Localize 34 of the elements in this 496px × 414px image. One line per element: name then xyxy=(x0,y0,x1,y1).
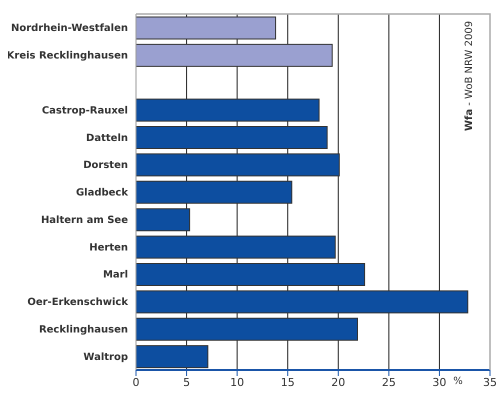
y-tick-label: Castrop-Rauxel xyxy=(42,105,128,116)
x-tick-label: 30 xyxy=(432,376,446,389)
x-tick-label: 20 xyxy=(331,376,346,389)
bar xyxy=(136,44,333,67)
bar xyxy=(136,318,358,341)
y-tick-label: Marl xyxy=(102,270,128,281)
x-tick-label: 0 xyxy=(132,376,140,389)
bar xyxy=(136,180,292,204)
x-tick-label: 5 xyxy=(183,376,190,389)
annotation: Wfa - WoB NRW 2009 xyxy=(464,20,475,132)
x-tick-label: 10 xyxy=(230,376,244,389)
bar xyxy=(136,262,366,286)
y-tick-label: Gladbeck xyxy=(76,188,128,199)
x-tick-label: 35 xyxy=(483,376,496,389)
x-axis-title: % xyxy=(453,376,463,387)
y-tick-label: Kreis Recklinghausen xyxy=(6,50,128,62)
y-tick-label: Recklinghausen xyxy=(38,324,128,336)
y-tick-label: Haltern am See xyxy=(40,214,128,226)
bar xyxy=(136,208,190,232)
x-tick-label: 25 xyxy=(382,376,396,389)
x-tick-label: 15 xyxy=(280,376,295,389)
y-tick-label: Herten xyxy=(89,242,128,254)
y-tick-label: Nordrhein-Westfalen xyxy=(10,23,128,34)
bar xyxy=(136,16,276,40)
y-tick-label: Dorsten xyxy=(83,160,128,172)
bar xyxy=(136,98,320,122)
bar xyxy=(136,236,336,259)
y-tick-label: Oer-Erkenschwick xyxy=(27,297,128,308)
bar xyxy=(136,153,340,176)
bar xyxy=(136,345,208,368)
bar xyxy=(136,126,328,150)
y-tick-label: Waltrop xyxy=(83,352,128,363)
y-tick-label: Datteln xyxy=(86,132,128,144)
bar xyxy=(136,290,468,314)
